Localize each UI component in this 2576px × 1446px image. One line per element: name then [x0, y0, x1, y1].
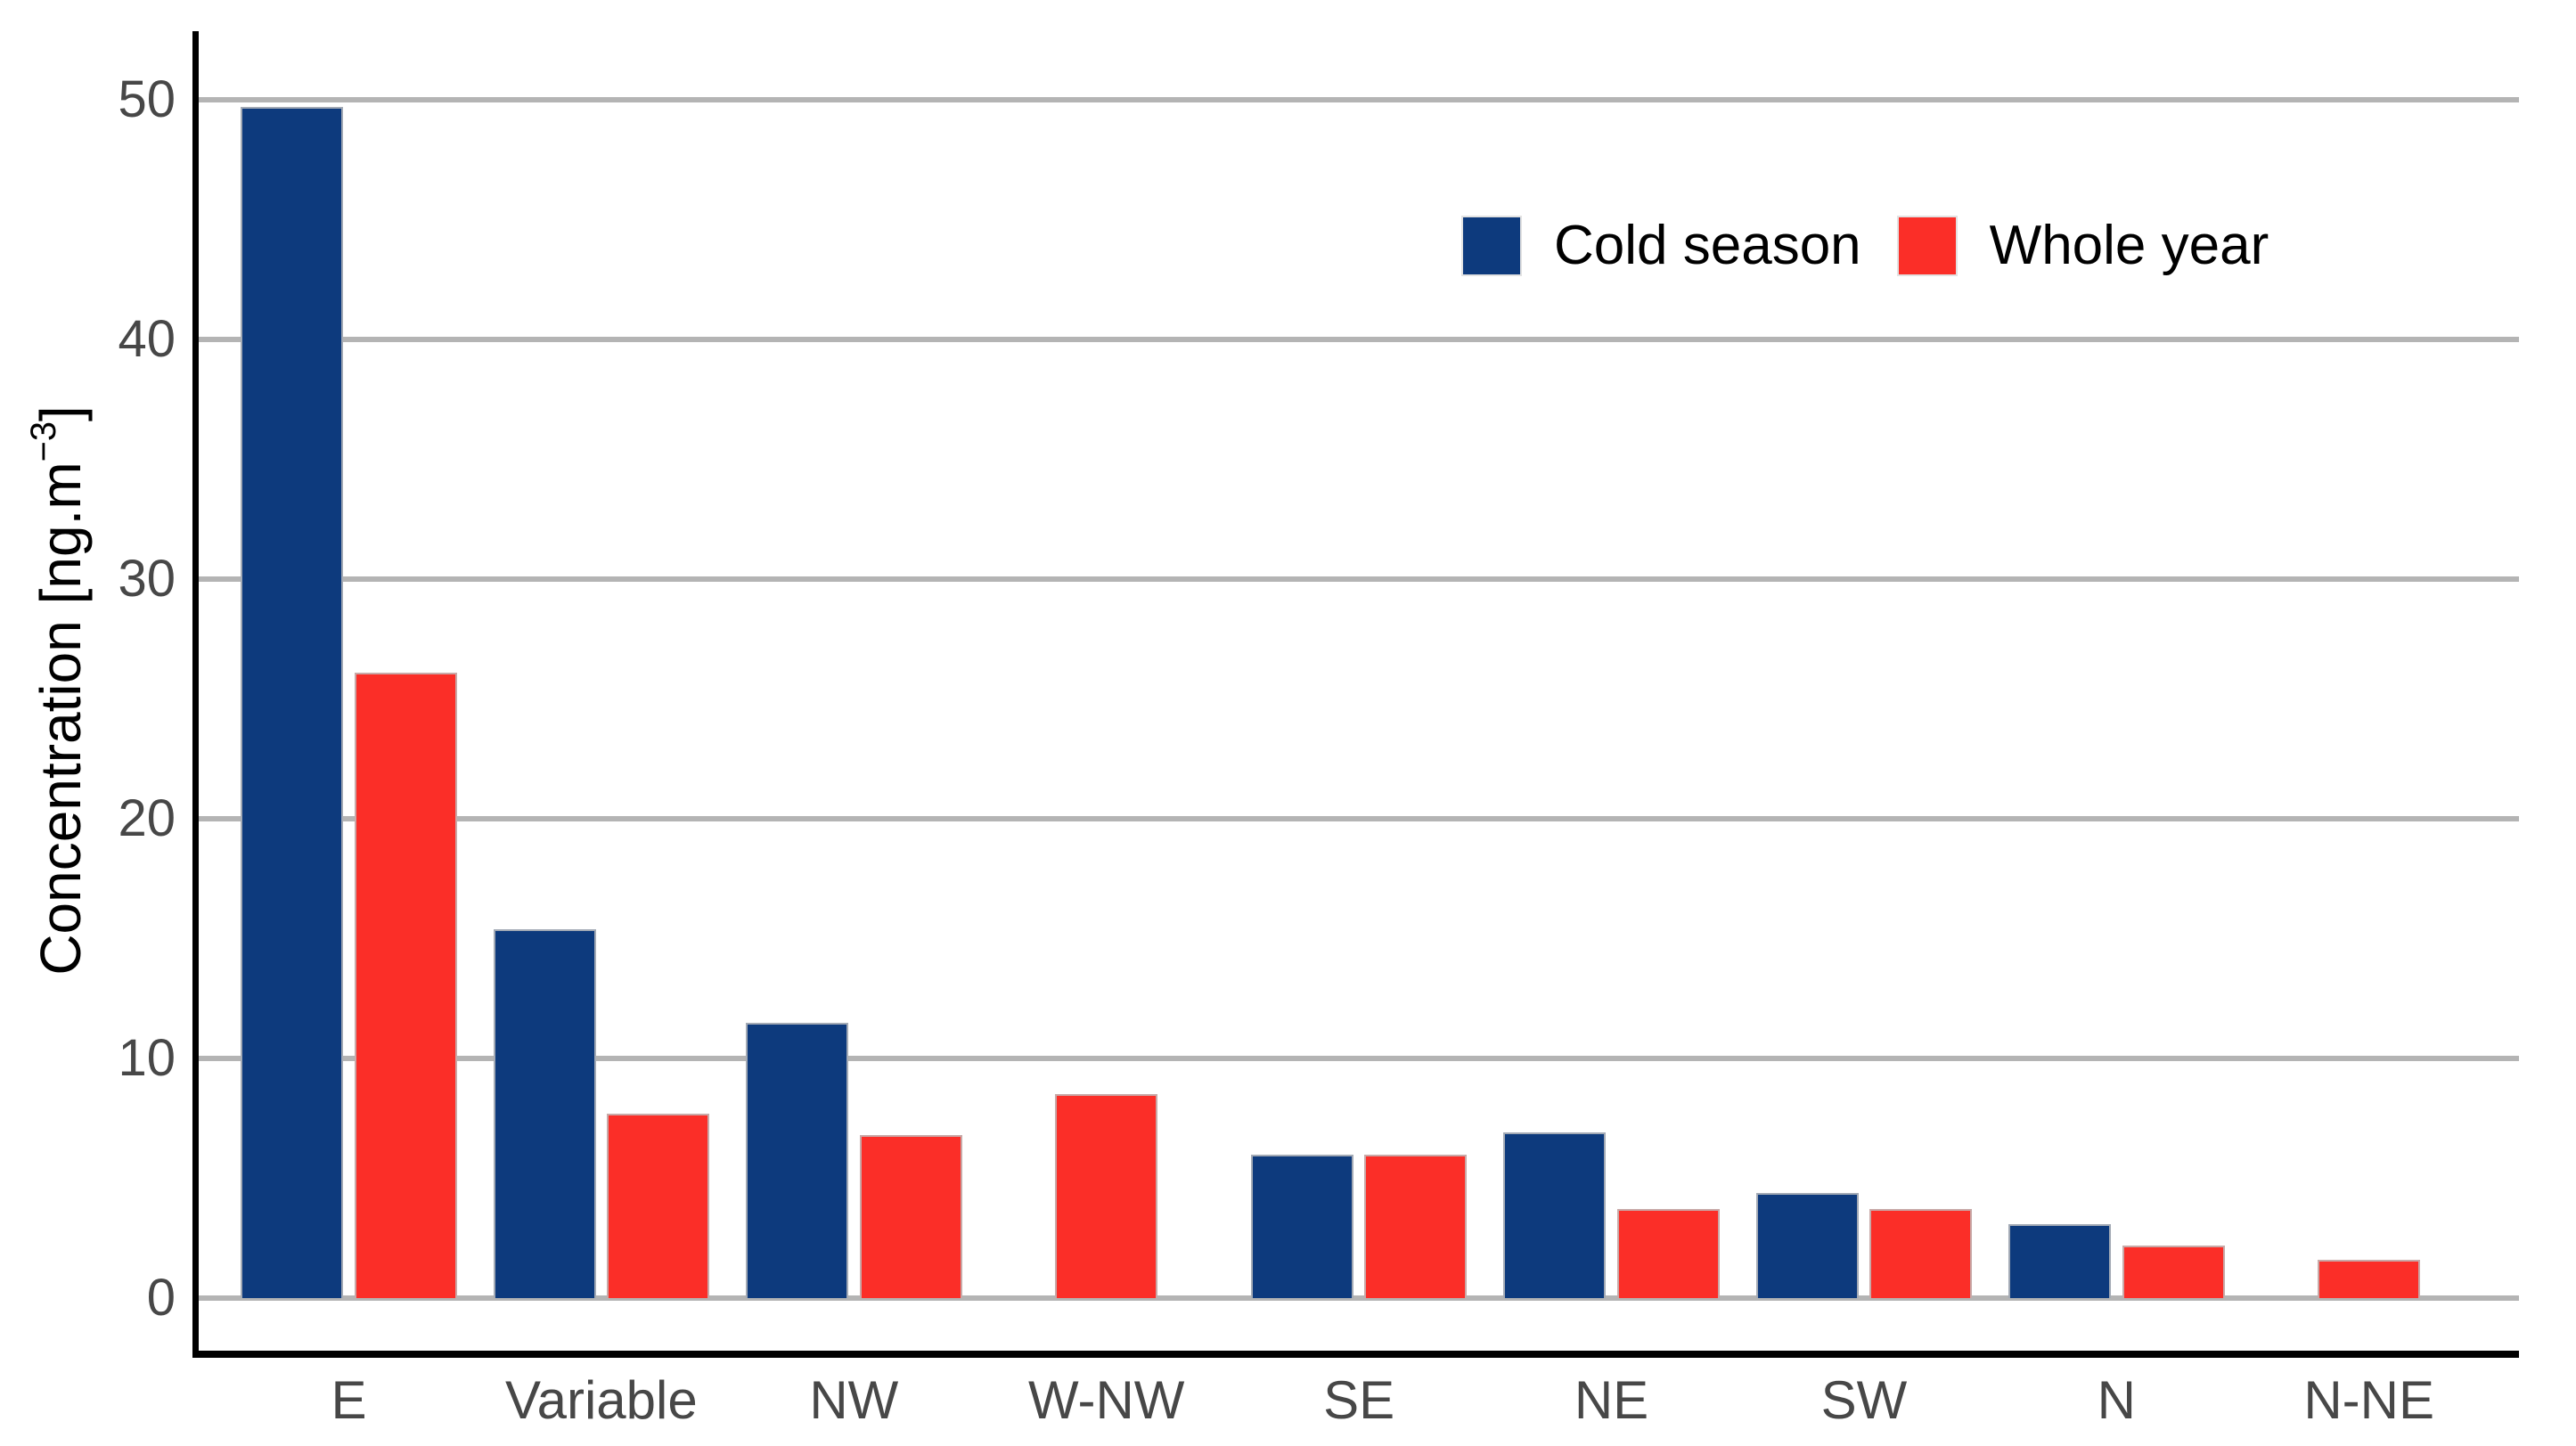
x-axis-label-w-nw: W-NW [1027, 1370, 1185, 1430]
plot-area [199, 31, 2519, 1351]
y-axis-title-text: Concentration [ng.m [29, 462, 93, 976]
bar-whole-year-variable [607, 1113, 710, 1298]
y-tick-label-20: 20 [118, 789, 176, 847]
bar-whole-year-sw [1869, 1209, 1973, 1298]
x-axis-label-n: N [2097, 1370, 2136, 1430]
y-axis-title-superscript: −3 [23, 421, 63, 462]
legend-swatch-cold-season [1461, 216, 1522, 276]
bar-whole-year-n [2122, 1245, 2225, 1298]
bar-cold-season-n [2008, 1223, 2111, 1298]
bar-cold-season-e [241, 107, 344, 1298]
legend-swatch-whole-year [1896, 216, 1958, 276]
x-axis-label-se: SE [1323, 1370, 1395, 1430]
y-tick-label-10: 10 [118, 1029, 176, 1087]
legend-label-whole-year: Whole year [1989, 215, 2269, 276]
bar-cold-season-ne [1503, 1132, 1607, 1298]
bar-cold-season-nw [746, 1022, 848, 1298]
gridline-0 [199, 1295, 2519, 1301]
legend-item-whole-year: Whole year [1896, 215, 2269, 276]
gridline-40 [199, 337, 2519, 342]
y-axis-title: Concentration [ng.m−3] [24, 405, 94, 976]
legend: Cold season Whole year [1461, 216, 2269, 276]
y-axis-line [192, 31, 199, 1357]
x-axis-label-ne: NE [1574, 1370, 1649, 1430]
bar-whole-year-se [1364, 1154, 1468, 1298]
bar-cold-season-se [1250, 1154, 1353, 1298]
y-axis-title-bracket: ] [29, 405, 93, 422]
x-axis-label-e: E [331, 1370, 367, 1430]
bar-whole-year-w-nw [1055, 1094, 1158, 1298]
x-axis-label-n-ne: N-NE [2303, 1370, 2435, 1430]
bar-whole-year-ne [1616, 1209, 1720, 1298]
y-tick-label-40: 40 [118, 310, 176, 368]
gridline-10 [199, 1056, 2519, 1061]
x-axis-label-variable: Variable [505, 1370, 698, 1430]
x-axis-line [192, 1351, 2519, 1358]
x-axis-label-nw: NW [809, 1370, 899, 1430]
bar-whole-year-n-ne [2318, 1259, 2421, 1298]
gridline-30 [199, 576, 2519, 582]
legend-label-cold-season: Cold season [1554, 215, 1861, 276]
bar-cold-season-sw [1755, 1192, 1859, 1298]
y-tick-label-50: 50 [118, 70, 176, 128]
legend-item-cold-season: Cold season [1461, 216, 1861, 276]
gridline-20 [199, 816, 2519, 821]
y-tick-label-30: 30 [118, 550, 176, 608]
y-tick-label-0: 0 [146, 1269, 176, 1327]
bar-cold-season-variable [493, 928, 596, 1298]
bar-whole-year-nw [859, 1135, 962, 1298]
x-axis-label-sw: SW [1820, 1370, 1908, 1430]
bar-whole-year-e [354, 672, 457, 1298]
gridline-50 [199, 97, 2519, 102]
